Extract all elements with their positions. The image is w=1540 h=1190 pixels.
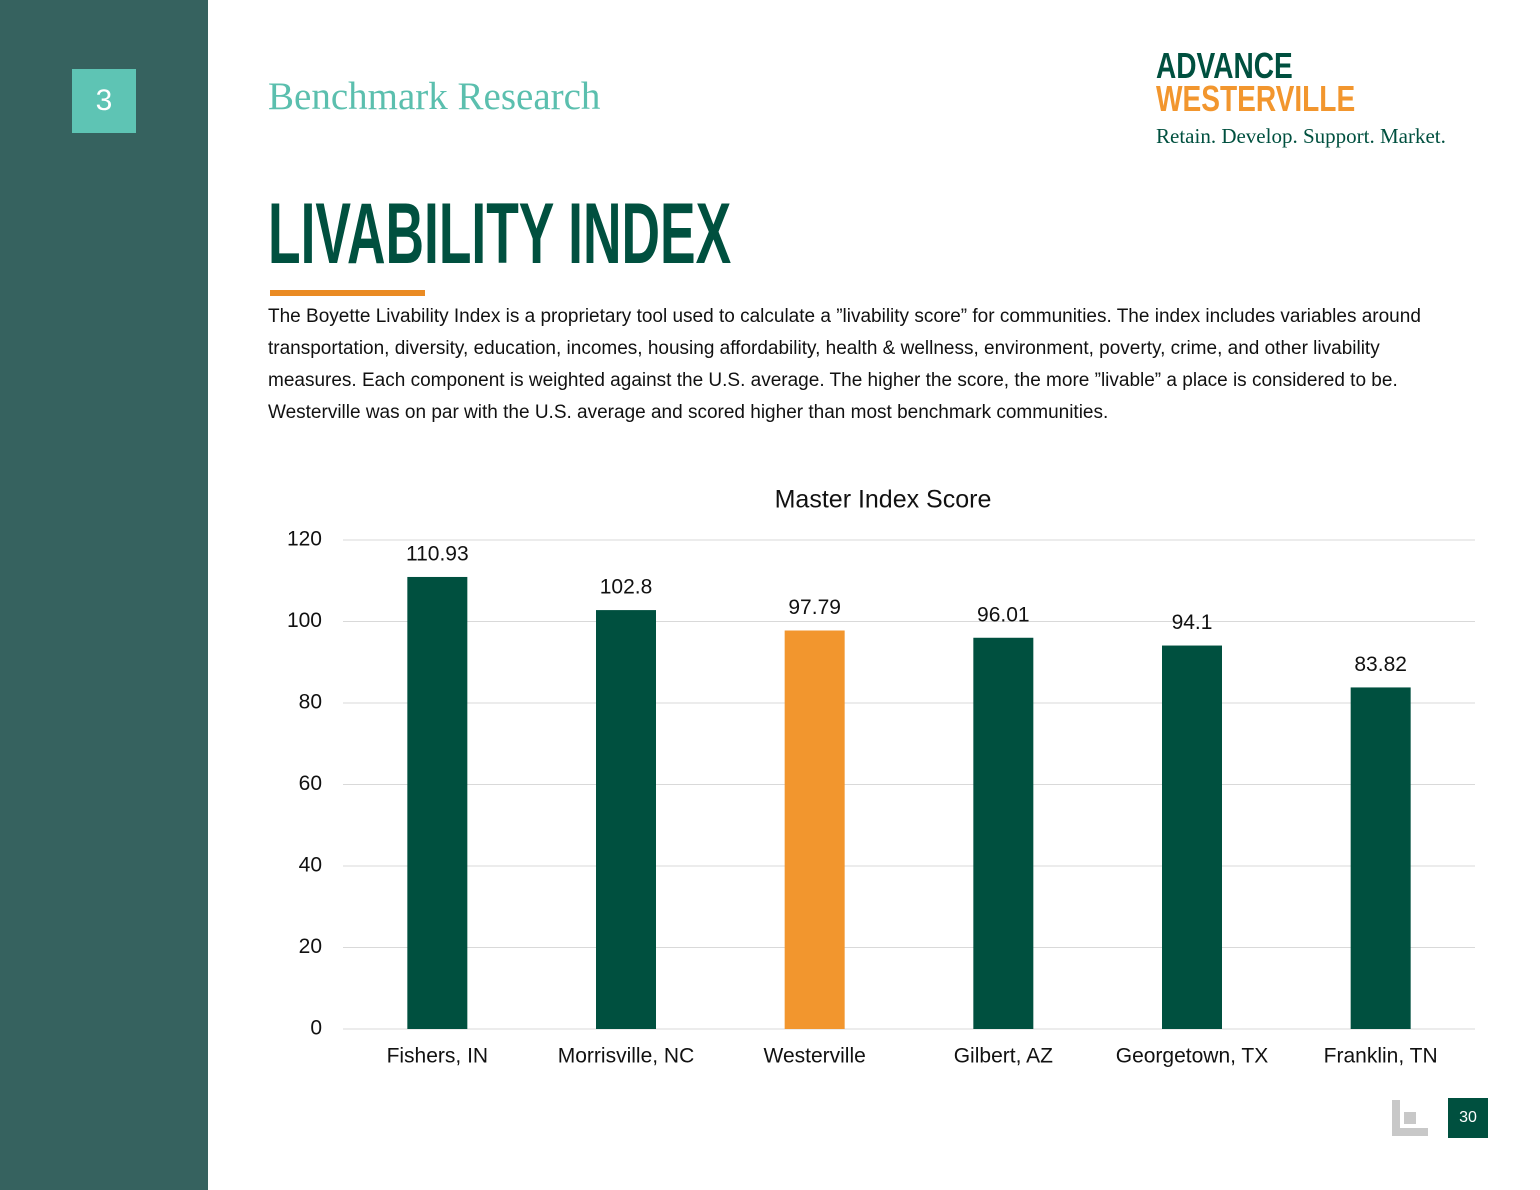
chart: Master Index Score 0 20 40 60 80 100 120 Fisher… — [287, 486, 1475, 1068]
value-label: 94.1 — [1172, 611, 1213, 634]
x-tick-label: Franklin, TN — [1324, 1045, 1438, 1068]
x-tick-label: Georgetown, TX — [1116, 1045, 1269, 1068]
bar — [784, 630, 845, 1029]
value-label: 96.01 — [977, 603, 1030, 626]
sidebar — [0, 0, 208, 1190]
y-tick-label: 20 — [299, 935, 322, 958]
page-number: 30 — [1448, 1098, 1488, 1138]
page-title: LIVABILITY INDEX — [268, 186, 732, 282]
logo-line: WESTERVILLE — [1156, 78, 1356, 119]
body-text: The Boyette Livability Index is a propri… — [268, 306, 1421, 423]
chart-title: Master Index Score — [775, 486, 992, 514]
logo-tagline: Retain. Develop. Support. Market. — [1156, 124, 1446, 148]
y-tick-label: 120 — [287, 528, 322, 551]
x-tick-label: Gilbert, AZ — [954, 1045, 1053, 1068]
value-label: 102.8 — [600, 576, 653, 599]
logo-icon — [1392, 1100, 1428, 1136]
y-tick-label: 60 — [299, 772, 322, 795]
value-label: 110.93 — [406, 543, 469, 566]
bar — [973, 637, 1034, 1029]
y-tick-label: 100 — [287, 609, 322, 632]
x-tick-label: Fishers, IN — [387, 1045, 489, 1068]
section-title: Benchmark Research — [268, 75, 601, 118]
bar — [1350, 687, 1411, 1029]
value-label: 83.82 — [1354, 653, 1407, 676]
bar — [407, 576, 468, 1029]
bar — [1162, 645, 1222, 1029]
bar — [596, 610, 656, 1029]
section-number: 3 — [72, 69, 136, 133]
y-tick-label: 80 — [299, 691, 322, 714]
x-tick-label: Westerville — [764, 1045, 866, 1068]
x-tick-label: Morrisville, NC — [558, 1045, 695, 1068]
logo-line: ADVANCE — [1156, 45, 1293, 86]
y-tick-label: 0 — [310, 1017, 322, 1040]
y-tick-label: 40 — [299, 854, 322, 877]
value-label: 97.79 — [788, 596, 841, 619]
title-rule — [270, 290, 425, 296]
